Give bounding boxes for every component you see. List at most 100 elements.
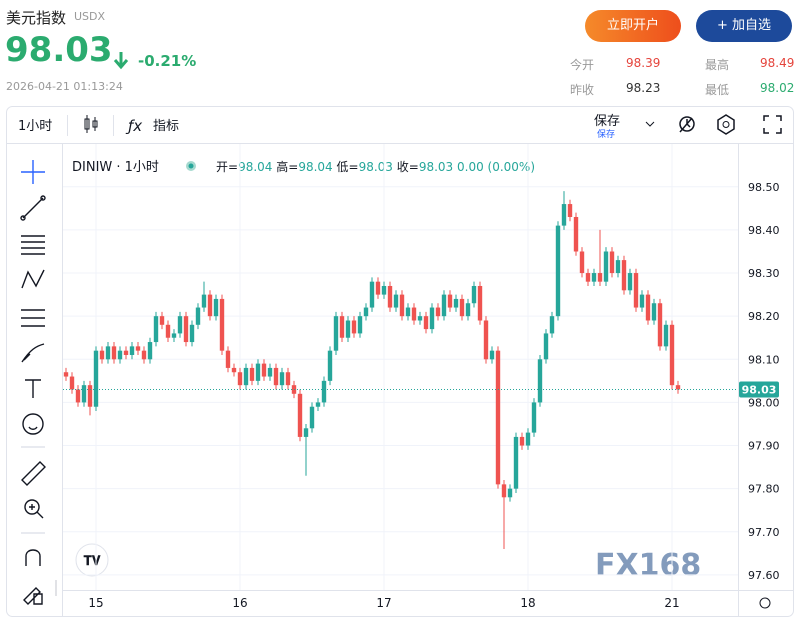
candle-body bbox=[579, 251, 585, 274]
legend-value: 98.03 bbox=[359, 160, 393, 174]
candle-body bbox=[423, 316, 429, 330]
candle-body bbox=[477, 285, 483, 321]
x-tick-label: 16 bbox=[232, 596, 247, 610]
candle-body bbox=[585, 273, 591, 282]
interval[interactable]: 1小时 bbox=[18, 119, 52, 134]
svg-text:𝐓𝐕: 𝐓𝐕 bbox=[84, 554, 101, 569]
candle-body bbox=[123, 350, 129, 355]
candle-body bbox=[105, 346, 111, 360]
watermark: FX168 bbox=[595, 548, 701, 583]
candle-body bbox=[675, 385, 681, 390]
candle-body bbox=[297, 393, 303, 437]
watchlist-button[interactable]: + 加自选 bbox=[696, 10, 792, 42]
alert-icon[interactable] bbox=[679, 116, 695, 133]
candle-body bbox=[135, 346, 141, 351]
candle-body bbox=[543, 333, 549, 360]
candle-body bbox=[165, 324, 171, 338]
candle-body bbox=[417, 316, 423, 321]
candle-body bbox=[321, 380, 327, 403]
candle-body bbox=[381, 285, 387, 295]
candle-body bbox=[501, 484, 507, 498]
candle-body bbox=[87, 385, 93, 407]
candle-body bbox=[483, 320, 489, 360]
fx-icon[interactable]: ƒx bbox=[125, 117, 142, 135]
candle-body bbox=[111, 346, 117, 360]
candle-body bbox=[573, 216, 579, 252]
candle-body bbox=[441, 294, 447, 317]
x-tick-label: 18 bbox=[520, 596, 535, 610]
y-tick-label: 98.30 bbox=[748, 267, 780, 280]
stat-label: 昨收 bbox=[570, 83, 595, 97]
candle-body bbox=[669, 324, 675, 386]
candle-body bbox=[75, 389, 81, 403]
legend-key: 开= bbox=[216, 160, 238, 174]
candle-body bbox=[447, 294, 453, 308]
axis-settings[interactable] bbox=[759, 597, 771, 609]
indicators[interactable]: 指标 bbox=[153, 119, 179, 134]
candle-body bbox=[261, 363, 267, 377]
candle-body bbox=[255, 363, 261, 381]
candle-body bbox=[201, 294, 207, 308]
candle-body bbox=[243, 367, 249, 386]
drawing-tools[interactable] bbox=[20, 160, 46, 605]
candle-body bbox=[249, 367, 255, 381]
open-account-button[interactable]: 立即开户 bbox=[585, 10, 681, 42]
y-tick-label: 97.90 bbox=[748, 440, 780, 453]
candle-body bbox=[561, 204, 567, 226]
candle-body bbox=[399, 294, 405, 317]
stat-label: 今开 bbox=[570, 58, 595, 72]
candle-body bbox=[645, 294, 651, 321]
candle-body bbox=[345, 320, 351, 338]
candle-body bbox=[555, 225, 561, 317]
candle-body bbox=[405, 307, 411, 317]
y-tick-label: 97.70 bbox=[748, 526, 780, 539]
candle-body bbox=[171, 333, 177, 338]
candle-body bbox=[471, 285, 477, 304]
stat-label: 最低 bbox=[705, 83, 730, 97]
candle-body bbox=[333, 316, 339, 351]
candle-body bbox=[375, 281, 381, 295]
legend-name: DINIW · 1小时 bbox=[72, 160, 159, 175]
candle-body bbox=[507, 488, 513, 498]
candle-body bbox=[285, 372, 291, 386]
candle-body bbox=[189, 324, 195, 343]
chevron[interactable] bbox=[645, 121, 655, 127]
legend-value: 98.04 bbox=[238, 160, 272, 174]
candle-body bbox=[513, 436, 519, 489]
candle-body bbox=[621, 260, 627, 291]
candle-body bbox=[639, 294, 645, 308]
save[interactable]: 保存 bbox=[594, 114, 620, 129]
status-dot-core bbox=[188, 163, 194, 169]
candle-body bbox=[237, 372, 243, 386]
chart-frame bbox=[6, 106, 794, 617]
candle-body bbox=[141, 350, 147, 360]
legend-change: 0.00 (0.00%) bbox=[457, 160, 535, 174]
candle-body bbox=[459, 298, 465, 317]
candle-body bbox=[651, 303, 657, 321]
candle-body bbox=[339, 316, 345, 338]
candle-body bbox=[657, 303, 663, 347]
x-tick-label: 15 bbox=[88, 596, 103, 610]
settings-icon[interactable] bbox=[717, 114, 735, 135]
candle-body bbox=[213, 298, 219, 317]
y-tick-label: 97.80 bbox=[748, 483, 780, 496]
candle-icon[interactable] bbox=[84, 115, 98, 133]
change: -0.21% bbox=[138, 52, 197, 70]
candle-body bbox=[309, 406, 315, 429]
candle-body bbox=[231, 367, 237, 373]
candle-body bbox=[369, 281, 375, 308]
fullscreen-icon[interactable] bbox=[763, 115, 782, 134]
candle-body bbox=[69, 376, 75, 390]
candle-body bbox=[81, 385, 87, 403]
candle-body bbox=[435, 307, 441, 317]
candle-body bbox=[159, 316, 165, 325]
candle-body bbox=[63, 372, 69, 377]
legend-value: 98.03 bbox=[419, 160, 453, 174]
candle-body bbox=[225, 350, 231, 368]
legend-key: 收= bbox=[397, 160, 419, 174]
stat-value: 98.02 bbox=[760, 81, 795, 95]
candle-body bbox=[183, 316, 189, 343]
candle-body bbox=[327, 350, 333, 381]
symbol: USDX bbox=[74, 10, 106, 23]
candle-body bbox=[603, 251, 609, 282]
